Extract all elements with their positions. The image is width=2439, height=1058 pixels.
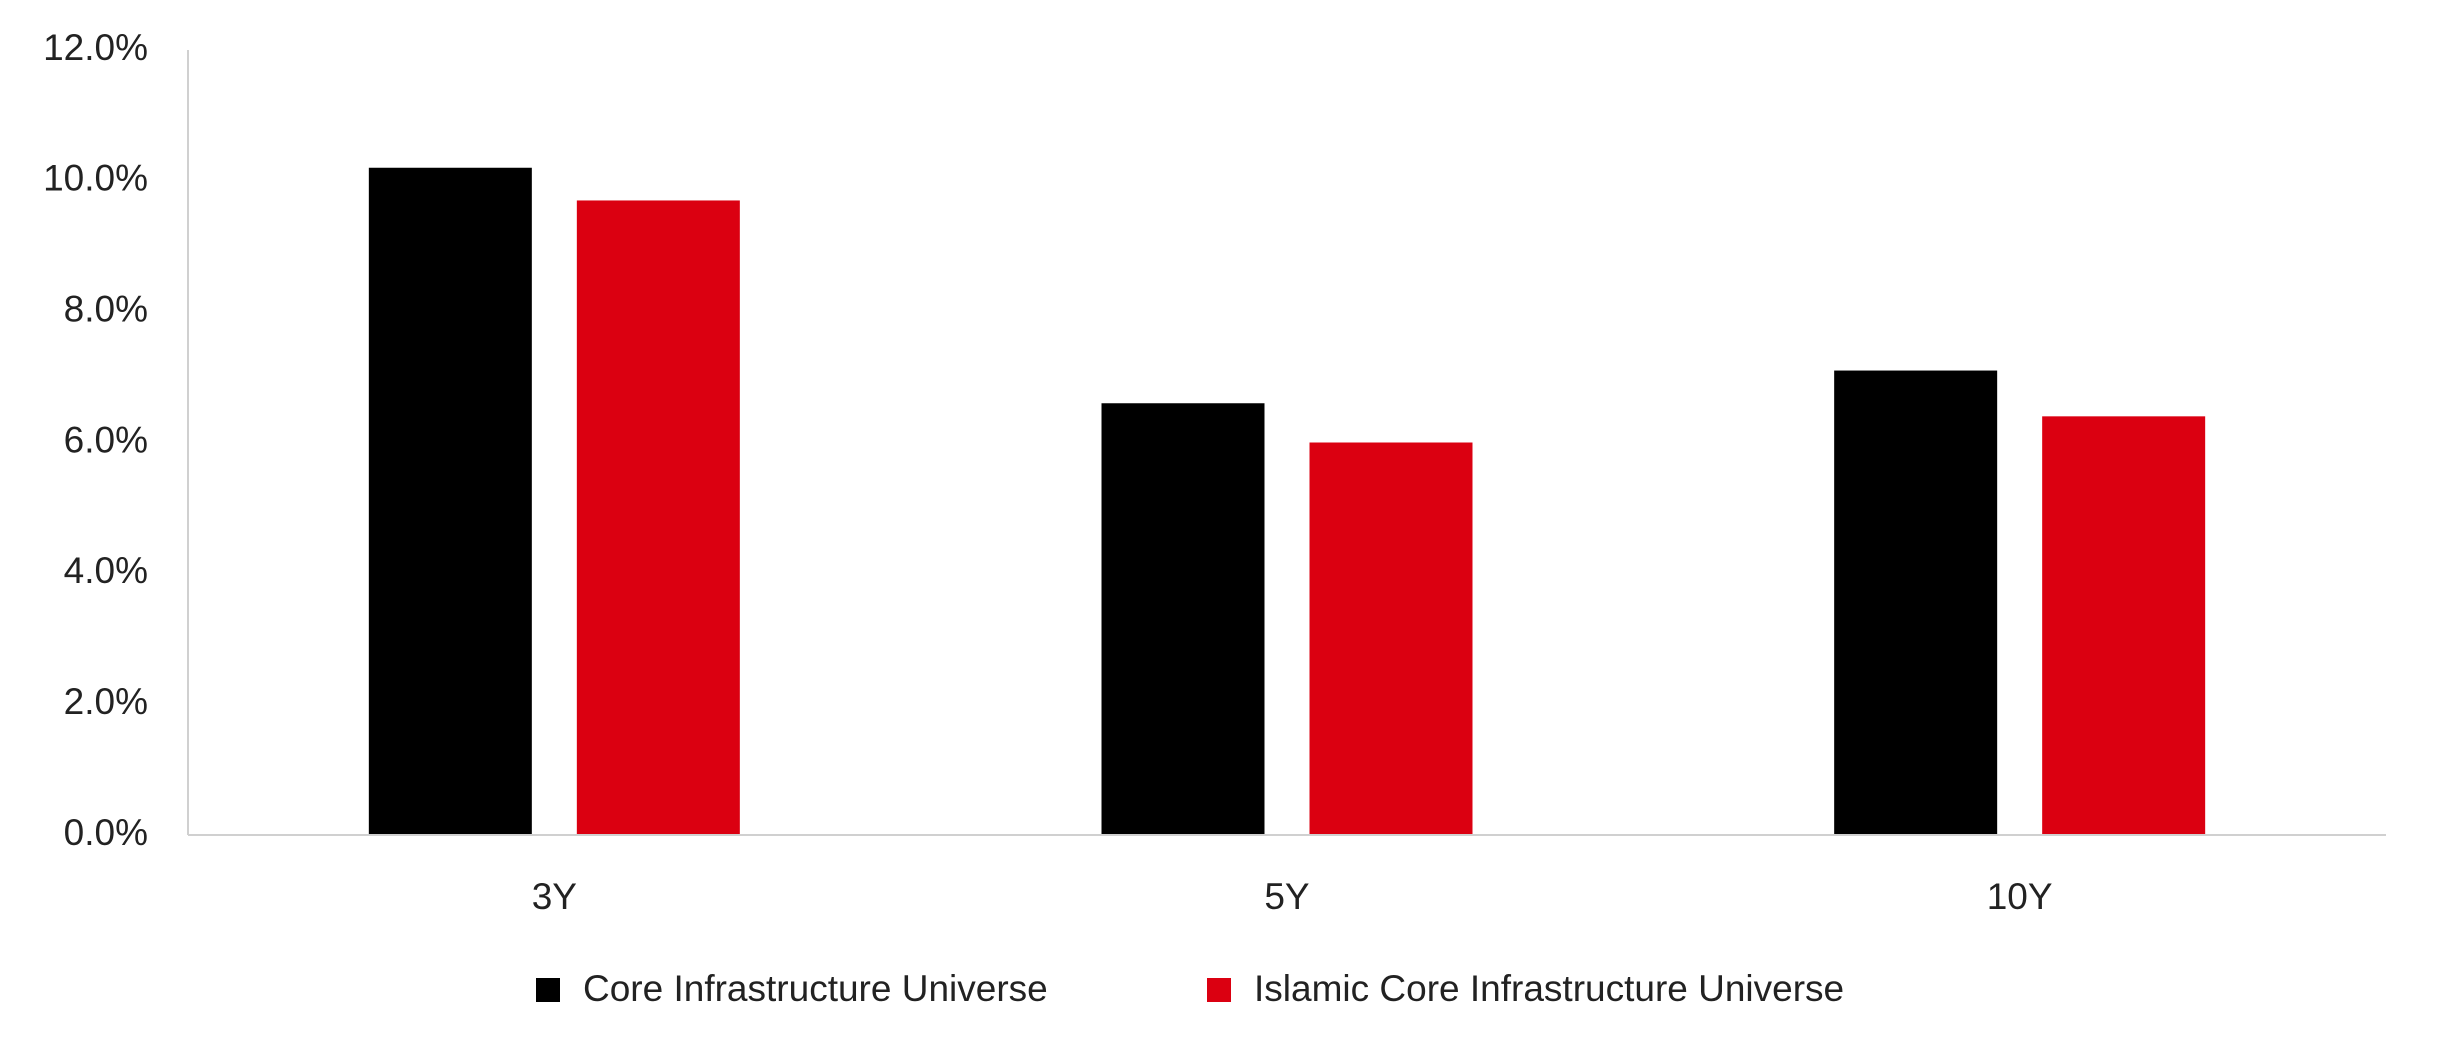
bar	[1309, 442, 1473, 835]
y-tick-label: 12.0%	[43, 27, 148, 68]
bar	[1834, 370, 1998, 835]
y-tick-label: 2.0%	[64, 681, 148, 722]
y-tick-label: 0.0%	[64, 812, 148, 853]
y-tick-label: 4.0%	[64, 550, 148, 591]
x-tick-label: 3Y	[532, 876, 577, 917]
bar	[2042, 416, 2206, 835]
x-tick-label: 5Y	[1264, 876, 1309, 917]
legend-swatch	[536, 978, 560, 1002]
y-tick-label: 10.0%	[43, 158, 148, 199]
bar	[576, 200, 740, 836]
legend-label: Islamic Core Infrastructure Universe	[1254, 968, 1844, 1009]
x-tick-label: 10Y	[1987, 876, 2053, 917]
bar	[368, 167, 532, 835]
legend-swatch	[1207, 978, 1231, 1002]
y-tick-label: 8.0%	[64, 288, 148, 329]
y-tick-label: 6.0%	[64, 419, 148, 460]
bar	[1101, 403, 1265, 835]
legend-label: Core Infrastructure Universe	[583, 968, 1048, 1009]
